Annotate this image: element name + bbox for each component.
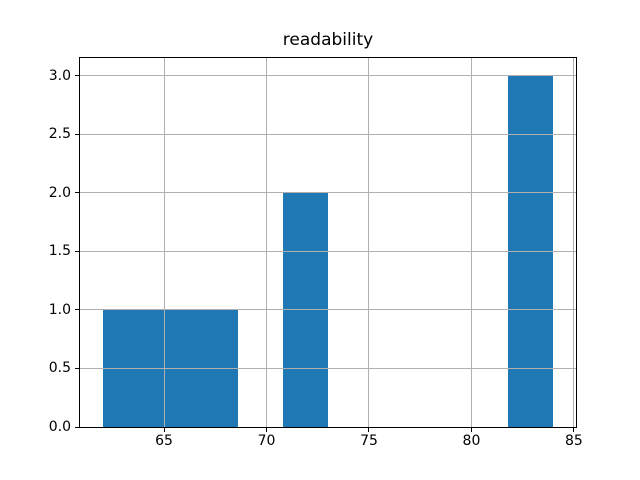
y-tick-label: 1.0 (48, 301, 71, 318)
y-tick-label: 2.0 (48, 184, 71, 201)
y-tick-mark (75, 192, 79, 194)
grid-line-vertical (368, 58, 370, 427)
y-tick-mark (75, 250, 79, 252)
y-tick-mark (75, 75, 79, 77)
grid-line-horizontal (80, 367, 576, 369)
grid-line-horizontal (80, 250, 576, 252)
x-tick-label: 85 (565, 433, 583, 449)
y-tick-label: 0.5 (48, 360, 71, 377)
x-tick-label: 65 (155, 433, 173, 449)
grid-line-horizontal (80, 75, 576, 77)
x-tick-mark (368, 428, 370, 432)
plot-area (80, 58, 576, 427)
x-tick-mark (163, 428, 165, 432)
x-tick-mark (266, 428, 267, 432)
y-tick-mark (75, 367, 79, 369)
x-tick-label: 70 (257, 433, 276, 449)
y-tick-label: 2.5 (48, 126, 71, 143)
x-tick-label: 80 (462, 433, 481, 449)
y-tick-label: 1.5 (48, 243, 71, 260)
grid-line-vertical (266, 58, 267, 427)
grid-line-vertical (470, 58, 472, 427)
y-tick-label: 3.0 (48, 67, 71, 84)
x-tick-label: 75 (360, 433, 378, 449)
grid-line-horizontal (80, 309, 576, 311)
grid-line-vertical (163, 58, 165, 427)
chart-title: readability (282, 30, 374, 50)
grid-line-horizontal (80, 192, 576, 194)
grid-line-vertical (573, 58, 575, 427)
y-tick-mark (75, 133, 79, 135)
y-tick-label: 0.0 (48, 419, 71, 435)
grid-line-horizontal (80, 133, 576, 135)
x-tick-mark (470, 428, 472, 432)
y-tick-mark (75, 309, 79, 311)
grid-line-horizontal (80, 426, 576, 427)
y-tick-mark (75, 426, 79, 428)
x-tick-mark (573, 428, 575, 432)
